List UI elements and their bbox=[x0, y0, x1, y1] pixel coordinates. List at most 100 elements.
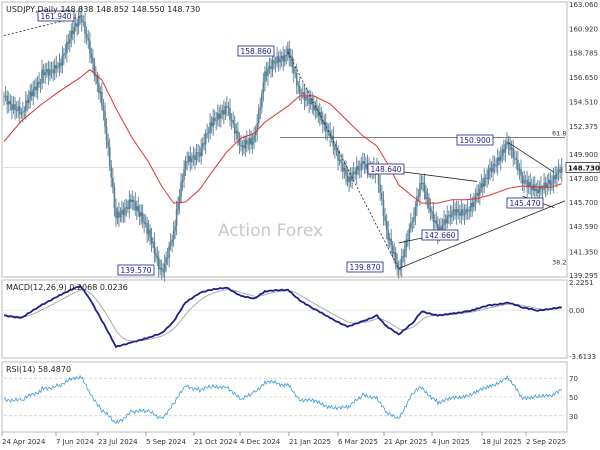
x-tick-label: 4 Jun 2025 bbox=[432, 438, 470, 446]
price-candle-body bbox=[548, 179, 550, 184]
price-candle-body bbox=[379, 184, 381, 193]
price-candle-body bbox=[416, 196, 418, 207]
price-candle-body bbox=[20, 112, 23, 115]
price-tick-label: 154.510 bbox=[569, 98, 598, 106]
price-candle-body bbox=[143, 221, 145, 224]
annotation-box bbox=[456, 134, 494, 146]
price-candle-body bbox=[99, 91, 102, 94]
x-tick-label: 5 Sep 2024 bbox=[146, 438, 186, 446]
price-candle-body bbox=[533, 184, 536, 192]
x-axis: 24 Apr 2024 7 Jun 2024 23 Jul 2024 5 Sep 20… bbox=[1, 432, 566, 446]
price-candle-body bbox=[254, 132, 257, 136]
price-candle-body bbox=[517, 159, 519, 171]
price-candle-body bbox=[520, 168, 522, 176]
price-candle-body bbox=[425, 191, 427, 200]
price-candle-body bbox=[432, 211, 435, 223]
x-tick-label: 18 Jul 2025 bbox=[482, 438, 522, 446]
price-candle-body bbox=[198, 152, 201, 157]
price-candle-body bbox=[215, 119, 218, 121]
price-candle-body bbox=[326, 130, 328, 132]
price-tick-label: 141.350 bbox=[569, 249, 598, 257]
price-tick-label: 163.060 bbox=[569, 1, 598, 9]
price-candle-body bbox=[134, 201, 137, 211]
price-candle-body bbox=[276, 56, 278, 64]
price-candle-body bbox=[408, 228, 411, 241]
price-candle-body bbox=[406, 239, 409, 241]
price-candle-body bbox=[452, 209, 455, 212]
price-candle-body bbox=[237, 130, 239, 139]
price-candle-body bbox=[385, 220, 388, 231]
price-candle-body bbox=[240, 144, 242, 147]
price-candle-body bbox=[551, 183, 553, 186]
price-candle-body bbox=[423, 182, 426, 192]
price-candle-body bbox=[192, 155, 195, 159]
price-candle-body bbox=[110, 166, 113, 178]
price-candle-body bbox=[446, 215, 449, 224]
price-candle-body bbox=[510, 147, 513, 150]
price-tick-label: 156.650 bbox=[569, 74, 598, 82]
price-candle-body bbox=[147, 229, 150, 234]
price-candle-body bbox=[283, 54, 286, 62]
price-candle-body bbox=[559, 168, 561, 173]
price-candle-body bbox=[11, 104, 13, 110]
price-candle-body bbox=[530, 186, 533, 191]
annotation-label: 139.870 bbox=[350, 263, 381, 272]
price-candle-body bbox=[455, 209, 458, 216]
price-candle-body bbox=[171, 239, 173, 243]
price-candle-body bbox=[212, 117, 214, 127]
price-candle-body bbox=[391, 245, 394, 254]
price-candle-body bbox=[132, 200, 135, 202]
price-candle-body bbox=[87, 37, 90, 41]
price-candle-body bbox=[209, 122, 211, 132]
rsi-tick-label: 70 bbox=[569, 375, 578, 383]
price-candle-body bbox=[345, 168, 347, 176]
trendline-dashed-2025 bbox=[287, 51, 400, 269]
price-candle-body bbox=[443, 219, 445, 225]
price-candle-body bbox=[247, 143, 250, 145]
price-candle-body bbox=[33, 86, 36, 90]
price-candle-body bbox=[45, 69, 48, 73]
price-candle-body bbox=[38, 81, 40, 84]
price-candle-body bbox=[141, 212, 144, 222]
price-candle-body bbox=[162, 269, 164, 273]
price-candle-body bbox=[238, 138, 241, 145]
price-candle-body bbox=[449, 214, 452, 218]
price-candle-body bbox=[323, 121, 326, 124]
price-candle-body bbox=[184, 161, 187, 170]
price-candle-body bbox=[487, 170, 490, 180]
price-candle-body bbox=[535, 189, 538, 192]
price-candle-body bbox=[25, 100, 27, 111]
price-candle-body bbox=[259, 107, 262, 110]
price-candle-body bbox=[271, 60, 274, 70]
price-candle-body bbox=[35, 86, 37, 91]
price-candle-body bbox=[411, 221, 414, 223]
price-candle-body bbox=[89, 40, 91, 55]
price-candle-body bbox=[540, 185, 542, 190]
price-tick-label: 152.375 bbox=[569, 123, 598, 131]
rsi-tick-label: 30 bbox=[569, 413, 578, 421]
price-candle-body bbox=[80, 15, 83, 23]
price-candle-body bbox=[70, 30, 73, 39]
price-candle-body bbox=[300, 93, 303, 95]
price-candle-body bbox=[84, 21, 86, 34]
price-candle-body bbox=[230, 119, 233, 121]
moving-average-line bbox=[3, 69, 562, 204]
price-candle-body bbox=[9, 100, 12, 105]
price-candle-body bbox=[125, 207, 128, 209]
price-tick-label: 139.295 bbox=[569, 272, 598, 280]
price-candle-body bbox=[144, 223, 147, 224]
price-candle-body bbox=[115, 207, 117, 219]
price-candle-body bbox=[466, 208, 469, 212]
price-candle-body bbox=[289, 56, 292, 58]
price-candle-body bbox=[541, 189, 544, 191]
price-candle-body bbox=[210, 122, 213, 127]
price-candle-body bbox=[131, 200, 134, 203]
price-candle-body bbox=[67, 42, 70, 44]
price-candle-body bbox=[343, 168, 346, 172]
price-candle-body bbox=[203, 143, 205, 145]
price-candle-body bbox=[285, 54, 288, 56]
price-candle-body bbox=[458, 212, 461, 216]
price-candle-body bbox=[39, 82, 42, 84]
price-candle-body bbox=[532, 184, 535, 191]
price-candle-body bbox=[140, 212, 142, 217]
